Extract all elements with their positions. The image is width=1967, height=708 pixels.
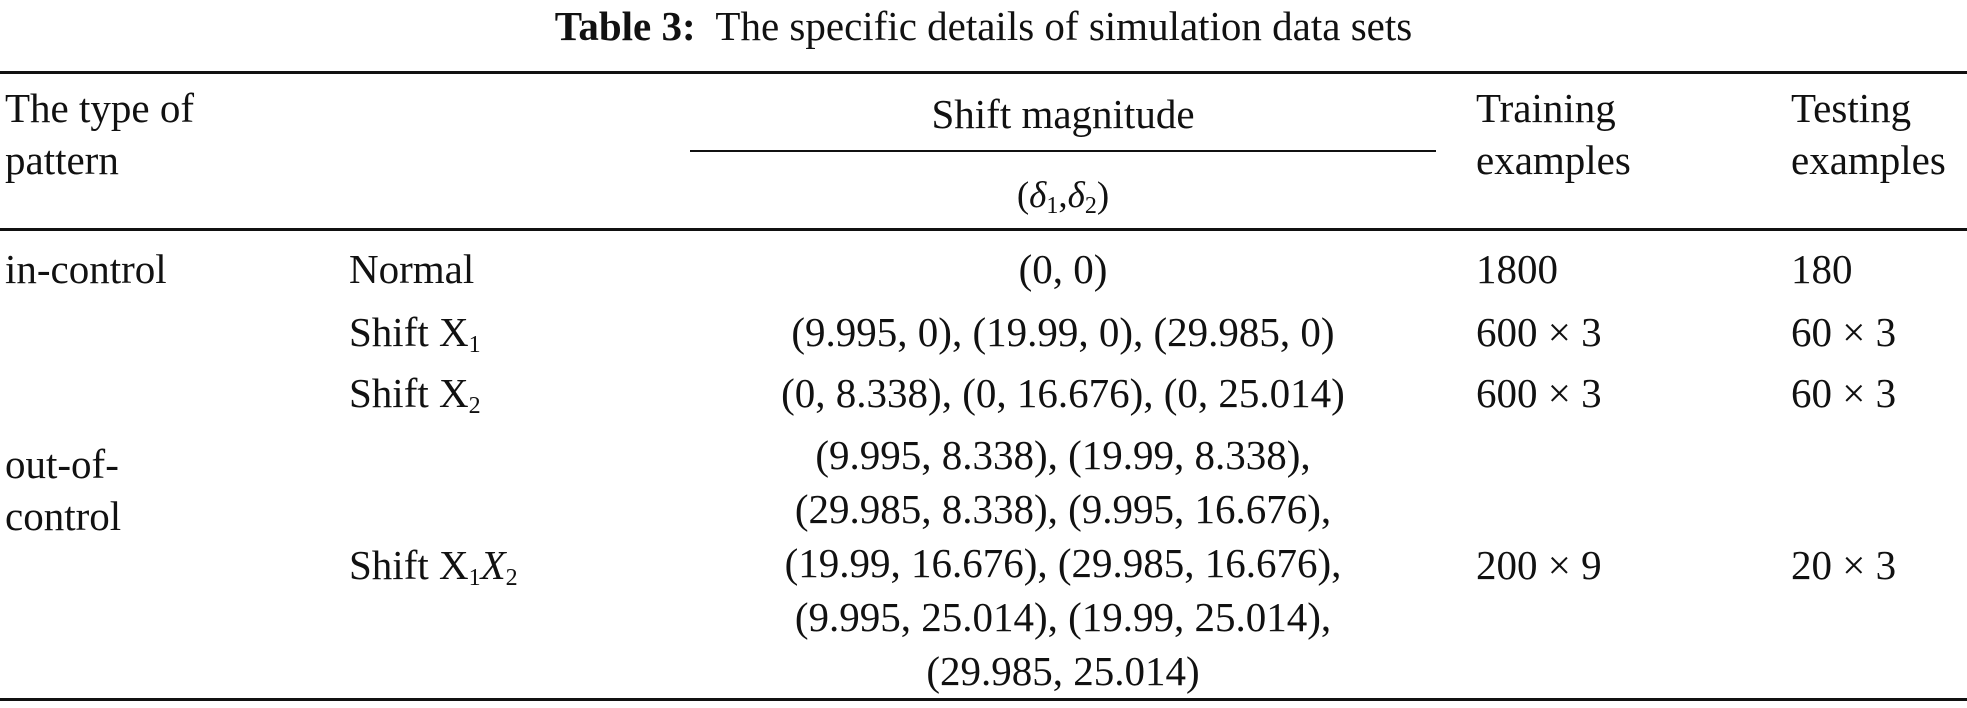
testing-cell: 60 × 3 xyxy=(1791,309,1897,355)
training-cell: 600 × 3 xyxy=(1476,309,1602,355)
pattern-name: Shift X2 xyxy=(349,370,481,419)
header-testing-examples: Testing examples xyxy=(1791,85,1946,183)
shift-magnitude-cell: (9.995, 0), (19.99, 0), (29.985, 0) xyxy=(791,309,1335,355)
shift-magnitude-cell: (0, 0) xyxy=(1018,246,1108,292)
group-in-control: in-control xyxy=(5,246,167,292)
training-cell: 600 × 3 xyxy=(1476,370,1602,416)
header-type-of-pattern: The type of pattern xyxy=(5,85,194,183)
pattern-name: Normal xyxy=(349,246,475,292)
top-rule xyxy=(0,71,1967,74)
testing-cell: 180 xyxy=(1791,246,1853,292)
shift-magnitude-cell: (0, 8.338), (0, 16.676), (0, 25.014) xyxy=(781,370,1345,416)
training-cell: 1800 xyxy=(1476,246,1558,292)
header-training-examples: Training examples xyxy=(1476,85,1631,183)
header-delta: (δ1,δ2) xyxy=(1016,175,1110,219)
header-shift-magnitude: Shift magnitude xyxy=(931,91,1195,137)
shift-magnitude-cell: (9.995, 8.338), (19.99, 8.338), (29.985,… xyxy=(784,432,1342,694)
table-caption: Table 3: The specific details of simulat… xyxy=(0,0,1967,52)
caption-label: Table 3: xyxy=(554,3,696,49)
pattern-name: Shift X1 xyxy=(349,309,481,358)
caption-text: The specific details of simulation data … xyxy=(715,3,1413,49)
header-rule xyxy=(0,228,1967,231)
testing-cell: 60 × 3 xyxy=(1791,370,1897,416)
group-out-of-control: out-of- control xyxy=(5,441,122,539)
testing-cell: 20 × 3 xyxy=(1791,542,1897,588)
bottom-rule xyxy=(0,698,1967,701)
pattern-name: Shift X1X2 xyxy=(349,542,518,591)
shift-magnitude-underline xyxy=(690,150,1436,152)
training-cell: 200 × 9 xyxy=(1476,542,1602,588)
